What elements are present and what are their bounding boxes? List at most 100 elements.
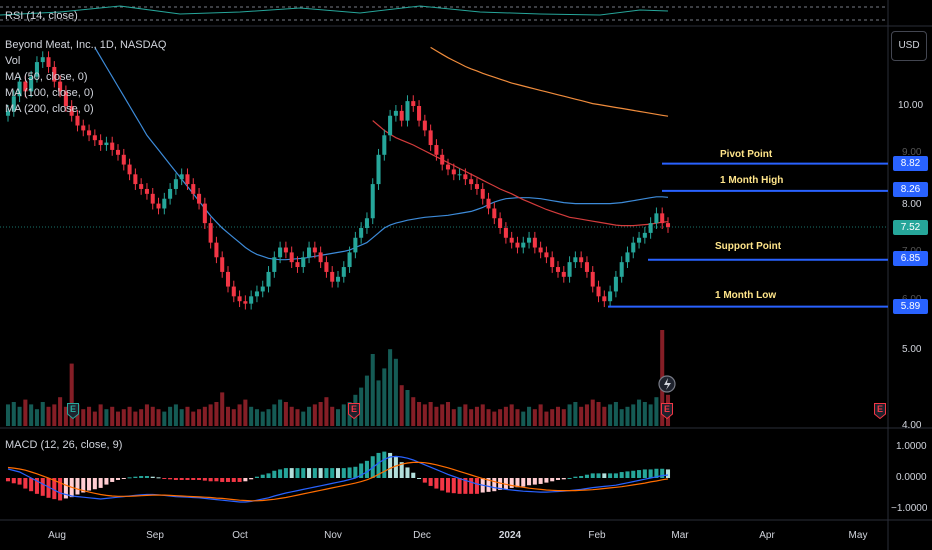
volume-bar	[445, 402, 451, 426]
volume-bar	[278, 399, 283, 426]
volume-bar	[393, 358, 398, 426]
macd-histogram-bar	[40, 478, 45, 496]
macd-histogram-bar	[260, 474, 265, 478]
ma200-legend-text: MA (200, close, 0)	[5, 103, 94, 115]
macd-histogram-bar	[359, 463, 364, 478]
volume-bar	[561, 409, 566, 426]
candle-body	[584, 262, 589, 272]
earnings-marker-may[interactable]: E	[874, 403, 886, 419]
candle-body	[191, 184, 196, 194]
volume-bar	[231, 409, 236, 426]
macd-histogram-bar	[34, 478, 39, 494]
x-tick-aug: Aug	[48, 530, 66, 541]
currency-button[interactable]: USD	[891, 31, 927, 61]
volume-bar	[127, 406, 132, 426]
volume-bar	[364, 375, 369, 426]
volume-bar	[162, 411, 167, 426]
candle-body	[648, 223, 653, 233]
volume-bar	[173, 404, 178, 426]
level-lines	[608, 162, 888, 308]
candle-body	[121, 154, 126, 165]
candle-body	[58, 81, 63, 92]
macd-histogram-bar	[225, 478, 231, 482]
candle-body	[411, 101, 416, 106]
candle-body	[486, 198, 491, 209]
volume-bar	[602, 406, 607, 426]
volume-bar	[579, 406, 584, 426]
earnings-marker-feb[interactable]: E	[661, 403, 673, 419]
macd-histogram-bar	[382, 451, 387, 478]
macd-histogram-bar	[660, 468, 665, 478]
macd-histogram-bar	[52, 478, 57, 500]
macd-histogram-bar	[127, 477, 132, 479]
macd-histogram-bar	[272, 470, 277, 478]
candle-body	[573, 257, 578, 263]
macd-histogram-bar	[602, 473, 607, 478]
volume-bar	[110, 406, 115, 426]
candle-body	[382, 135, 387, 155]
candle-body	[289, 252, 294, 263]
volume-bar	[642, 402, 647, 426]
macd-histogram-bar	[197, 478, 202, 480]
macd-histogram-bar	[185, 478, 190, 480]
candle-body	[555, 267, 561, 272]
candle-body	[29, 76, 34, 92]
macd-histogram-bar	[492, 478, 497, 492]
x-tick-apr: Apr	[759, 530, 775, 541]
x-tick-2024: 2024	[498, 530, 522, 541]
price-tick-8: 8.00	[902, 199, 922, 210]
candle-body	[353, 237, 358, 253]
macd-histogram-bar	[503, 478, 508, 490]
macd-legend-text: MACD (12, 26, close, 9)	[5, 439, 123, 451]
candle-body	[613, 276, 618, 292]
candle-body	[579, 257, 584, 263]
volume-bar	[382, 368, 387, 426]
volume-bar	[567, 404, 572, 426]
volume-bar	[249, 406, 254, 426]
candle-body	[173, 179, 178, 189]
candle-body	[23, 81, 28, 92]
volume-bar	[81, 409, 86, 426]
earnings-marker-aug[interactable]: E	[67, 403, 79, 419]
candle-body	[608, 291, 613, 302]
macd-histogram-bar	[498, 478, 503, 490]
candle-body	[179, 174, 184, 180]
volume-bar	[312, 404, 317, 426]
candle-body	[619, 262, 624, 277]
candle-body	[469, 179, 474, 185]
candle-body	[457, 174, 462, 176]
earnings-marker-nov[interactable]: E	[348, 403, 360, 419]
candle-body	[654, 213, 659, 224]
volume-bar	[399, 385, 404, 426]
candle-body	[231, 286, 236, 297]
volume-bar	[451, 409, 456, 426]
candle-body	[225, 271, 231, 287]
macd-histogram-bar	[411, 472, 416, 478]
volume-bar	[555, 406, 561, 426]
candle-body	[364, 218, 369, 228]
volume-bar	[197, 409, 202, 426]
volume-bar	[272, 404, 277, 426]
candle-body	[341, 267, 346, 277]
candle-body	[417, 106, 422, 121]
earnings-marker-aug-text: E	[69, 404, 76, 414]
volume-bar	[179, 409, 184, 426]
candle-body	[509, 237, 514, 243]
volume-bar	[185, 406, 190, 426]
volume-bar	[34, 409, 39, 426]
rsi-legend-text: RSI (14, close)	[5, 10, 78, 22]
macd-histogram-bar	[5, 478, 11, 482]
rsi-legend: RSI (14, close)	[5, 8, 78, 24]
volume-bar	[283, 402, 288, 426]
volume-bar	[266, 409, 271, 426]
volume-bar	[498, 409, 503, 426]
candle-body	[637, 237, 642, 243]
price-tick-10: 10.00	[898, 100, 924, 111]
candle-body	[515, 242, 520, 248]
volume-bar	[625, 406, 630, 426]
earnings-marker-feb-text: E	[663, 404, 670, 414]
macd-histogram-bar	[156, 477, 161, 479]
dividend-marker[interactable]	[658, 375, 676, 393]
